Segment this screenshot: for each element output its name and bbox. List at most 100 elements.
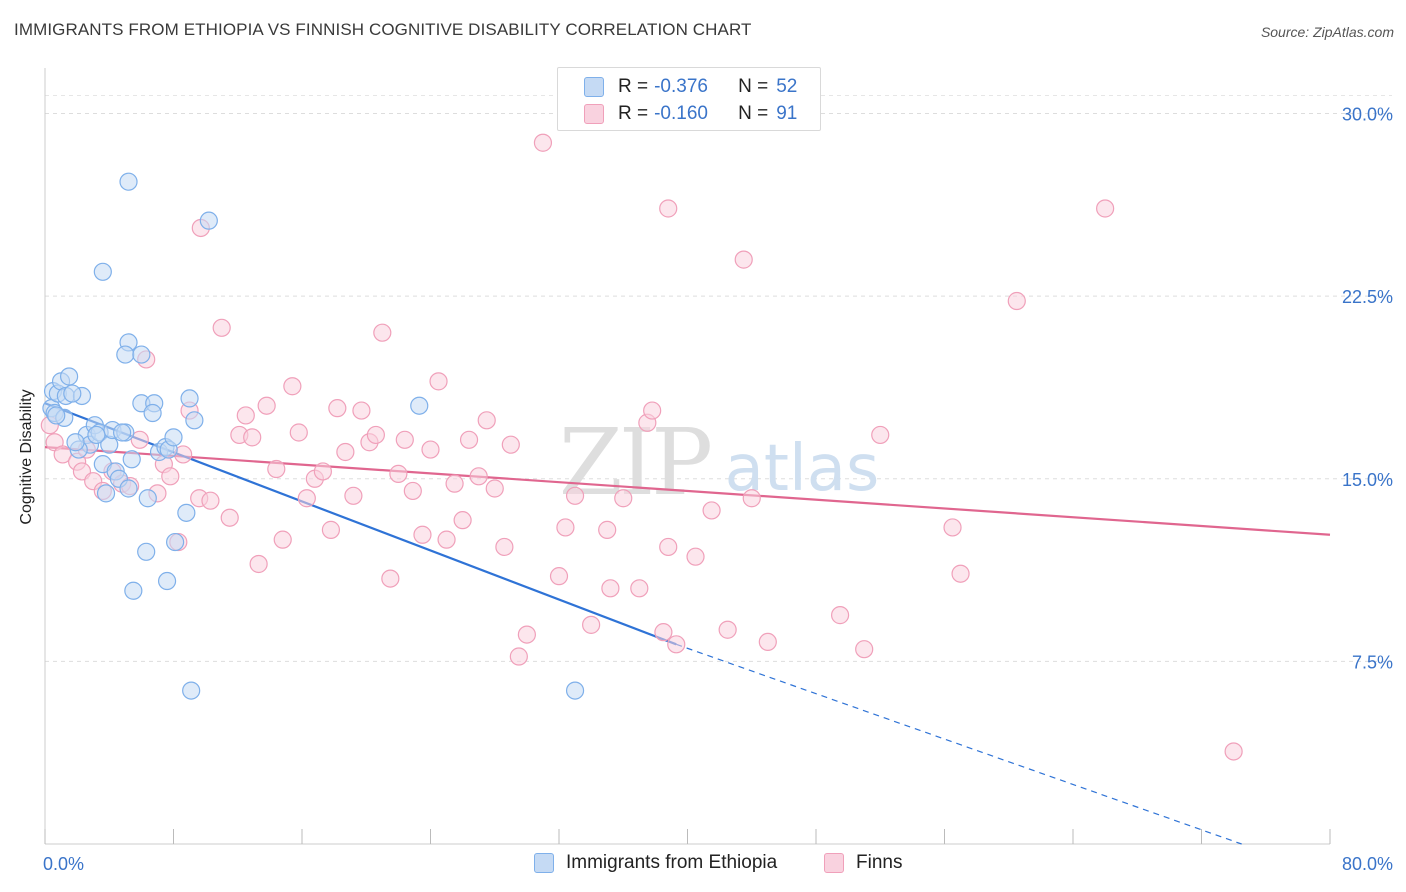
- point-ethiopia: [199, 211, 218, 230]
- legend-n-label: N =: [738, 76, 769, 97]
- correlation-legend: R = -0.376 N = 52 R = -0.160 N = 91: [557, 67, 821, 131]
- point-ethiopia: [185, 411, 204, 430]
- point-ethiopia: [164, 428, 183, 447]
- trend-line-ethiopia: [44, 402, 677, 646]
- legend-n-value: 91: [776, 103, 798, 124]
- legend-label-finns: Finns: [856, 852, 903, 873]
- point-ethiopia: [410, 396, 429, 415]
- legend-swatch-ethiopia: [534, 853, 554, 873]
- point-finns: [283, 377, 302, 396]
- trend-line-finns: [44, 446, 1331, 536]
- point-finns: [943, 518, 962, 537]
- point-finns: [328, 399, 347, 418]
- legend-item-finns[interactable]: Finns: [824, 852, 902, 874]
- point-finns: [509, 647, 528, 666]
- point-finns: [344, 486, 363, 505]
- point-ethiopia: [116, 345, 135, 364]
- point-finns: [1096, 199, 1115, 218]
- x-tick-label: 0.0%: [43, 854, 84, 874]
- point-finns: [667, 635, 686, 654]
- point-finns: [459, 430, 479, 449]
- point-ethiopia: [157, 571, 177, 591]
- point-ethiopia: [182, 681, 201, 700]
- point-finns: [236, 406, 255, 425]
- point-finns: [212, 318, 231, 337]
- point-finns: [313, 462, 332, 481]
- data-points: [40, 133, 1243, 761]
- y-tick-label: 7.5%: [1352, 652, 1393, 672]
- point-ethiopia: [47, 406, 66, 425]
- legend-r-label: R =: [618, 76, 649, 97]
- legend-row-ethiopia: R = -0.376 N = 52: [584, 74, 797, 100]
- legend-r-value: -0.376: [654, 76, 708, 97]
- point-ethiopia: [119, 172, 138, 191]
- point-finns: [220, 508, 239, 527]
- watermark-zip: ZIP: [559, 409, 710, 516]
- point-ethiopia: [59, 367, 79, 386]
- point-finns: [257, 396, 276, 415]
- x-tick-label: 80.0%: [1342, 854, 1393, 874]
- legend-swatch-finns: [824, 853, 844, 873]
- point-finns: [421, 440, 440, 459]
- series-legend: Immigrants from Ethiopia Finns: [0, 852, 1406, 878]
- point-finns: [742, 489, 761, 508]
- point-finns: [758, 632, 777, 652]
- point-finns: [614, 489, 633, 508]
- point-finns: [871, 425, 890, 445]
- point-finns: [469, 467, 488, 486]
- point-finns: [533, 133, 553, 152]
- legend-r-value: -0.160: [654, 103, 708, 124]
- point-finns: [249, 554, 268, 574]
- point-finns: [643, 401, 662, 420]
- point-finns: [445, 474, 464, 493]
- point-finns: [556, 518, 575, 537]
- point-ethiopia: [122, 450, 141, 469]
- point-finns: [582, 615, 601, 634]
- point-finns: [549, 567, 569, 586]
- point-finns: [413, 525, 432, 544]
- point-finns: [437, 530, 456, 549]
- point-finns: [830, 606, 850, 625]
- point-finns: [267, 459, 286, 479]
- y-tick-label: 22.5%: [1342, 287, 1393, 307]
- point-ethiopia: [177, 503, 196, 522]
- point-finns: [485, 479, 504, 498]
- point-finns: [734, 250, 753, 269]
- legend-n-label: N =: [738, 103, 769, 124]
- watermark: ZIP atlas: [559, 409, 879, 516]
- point-finns: [702, 501, 721, 520]
- point-finns: [373, 323, 392, 342]
- trend-lines: [44, 402, 1331, 845]
- point-finns: [403, 481, 422, 501]
- point-finns: [321, 520, 341, 539]
- point-ethiopia: [166, 532, 185, 552]
- legend-item-ethiopia[interactable]: Immigrants from Ethiopia: [534, 852, 777, 874]
- point-finns: [243, 428, 262, 447]
- trend-line-ethiopia-extrapolated: [676, 643, 1242, 845]
- point-ethiopia: [87, 425, 106, 445]
- point-finns: [659, 199, 678, 218]
- point-finns: [453, 511, 472, 530]
- point-ethiopia: [138, 489, 157, 508]
- axes: [44, 68, 1331, 845]
- point-finns: [381, 569, 400, 588]
- point-ethiopia: [132, 345, 151, 364]
- chart-title: IMMIGRANTS FROM ETHIOPIA VS FINNISH COGN…: [14, 20, 752, 39]
- point-finns: [718, 620, 737, 639]
- point-finns: [429, 372, 448, 391]
- point-finns: [352, 401, 371, 420]
- gridlines: [45, 95, 1392, 662]
- point-finns: [565, 486, 585, 505]
- legend-r-label: R =: [618, 103, 649, 124]
- point-ethiopia: [93, 262, 112, 281]
- point-finns: [855, 640, 874, 659]
- legend-row-finns: R = -0.160 N = 91: [584, 101, 797, 127]
- source-label: Source: ZipAtlas.com: [1260, 24, 1394, 40]
- point-finns: [389, 464, 408, 483]
- tick-labels: 7.5% 15.0% 22.5% 30.0% 0.0% 80.0%: [43, 105, 1393, 874]
- legend-swatch-finns: [584, 104, 604, 124]
- point-finns: [601, 579, 620, 598]
- legend-n-value: 52: [776, 76, 798, 97]
- point-finns: [161, 467, 180, 486]
